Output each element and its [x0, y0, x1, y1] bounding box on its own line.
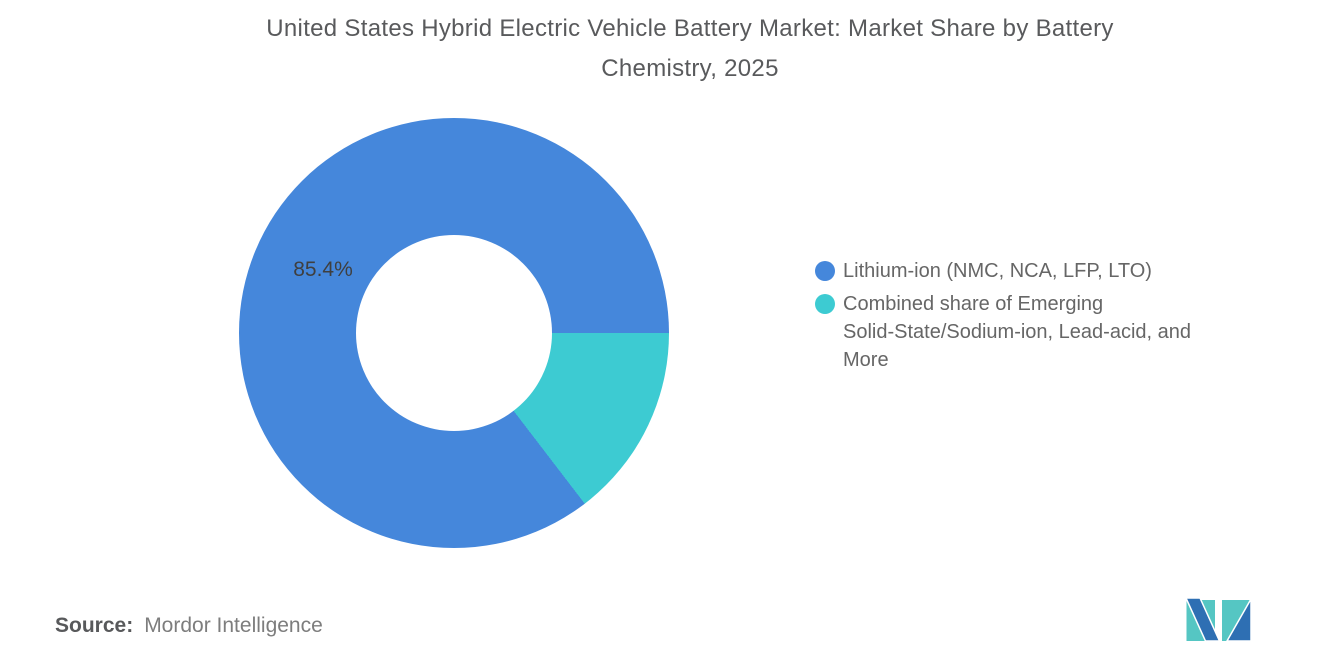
mordor-intelligence-logo	[1186, 598, 1252, 641]
legend-item-lithium-ion[interactable]: Lithium-ion (NMC, NCA, LFP, LTO)	[815, 257, 1191, 285]
legend-item-label: Lithium-ion (NMC, NCA, LFP, LTO)	[843, 260, 1152, 282]
legend-marker-icon	[815, 294, 835, 314]
chart-legend: Lithium-ion (NMC, NCA, LFP, LTO) Combine…	[815, 257, 1191, 379]
logo-blue-triangle	[1226, 598, 1252, 641]
chart-title: United States Hybrid Electric Vehicle Ba…	[60, 9, 1320, 89]
logo-blue-diagonal	[1186, 598, 1221, 641]
legend-item-emerging-chemistries[interactable]: Combined share of Emerging Solid-State/S…	[815, 290, 1191, 374]
legend-item-label: Combined share of Emerging Solid-State/S…	[843, 293, 1191, 371]
source-label: Source:	[55, 614, 134, 637]
slice-data-label: 85.4%	[293, 258, 353, 281]
donut-chart[interactable]: 85.4%	[239, 118, 669, 548]
donut-hole	[356, 235, 552, 431]
legend-marker-icon	[815, 261, 835, 281]
source-attribution: Source: Mordor Intelligence	[55, 614, 323, 638]
chart-title-line-2: Chemistry, 2025	[601, 55, 779, 82]
source-value: Mordor Intelligence	[144, 614, 323, 637]
chart-title-line-1: United States Hybrid Electric Vehicle Ba…	[266, 15, 1114, 42]
